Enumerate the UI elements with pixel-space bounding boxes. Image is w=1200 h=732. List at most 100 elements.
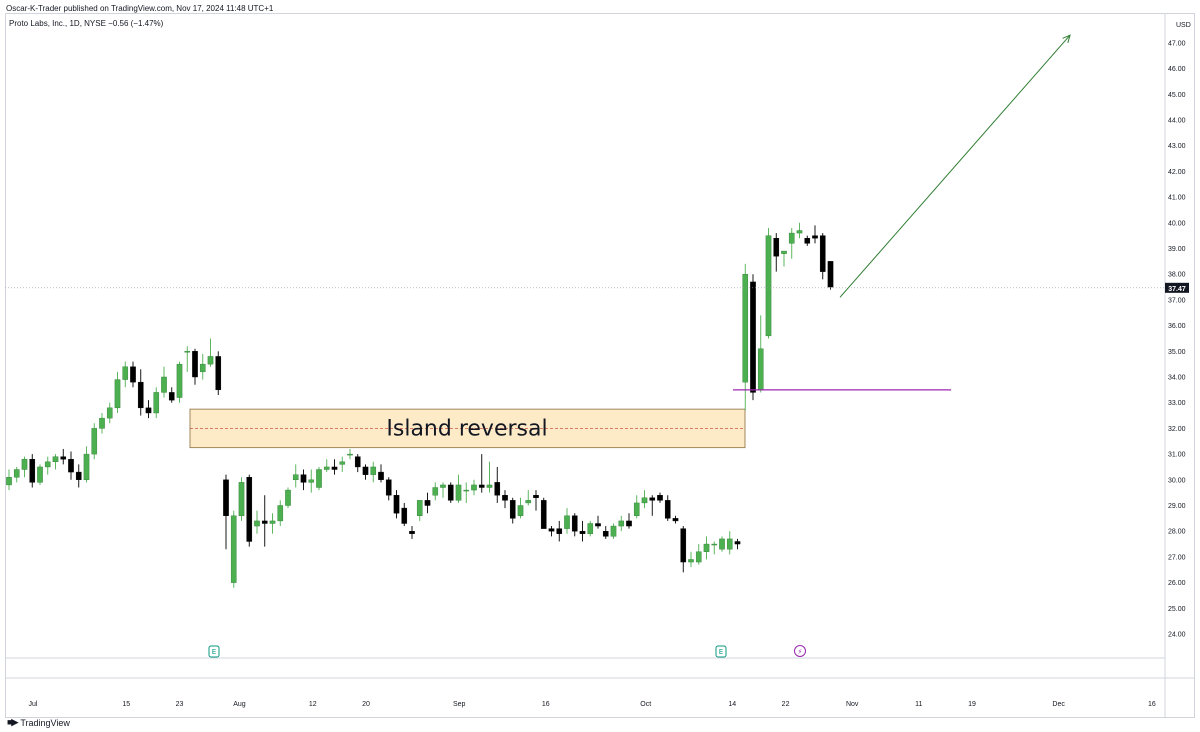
candle[interactable] (688, 551, 694, 568)
candle[interactable] (827, 261, 834, 290)
candle[interactable] (680, 526, 687, 573)
candle[interactable] (122, 361, 129, 388)
candle[interactable] (478, 454, 485, 493)
event-marker-icon[interactable]: ⚡ (794, 645, 806, 657)
candle[interactable] (199, 353, 206, 380)
candle[interactable] (416, 500, 423, 521)
candle[interactable] (385, 477, 392, 501)
candle[interactable] (463, 482, 470, 503)
candle[interactable] (579, 520, 586, 542)
candle[interactable] (393, 490, 400, 519)
candle[interactable] (37, 464, 43, 485)
candle[interactable] (726, 531, 733, 555)
candle[interactable] (246, 474, 253, 547)
candle[interactable] (796, 222, 803, 239)
candle[interactable] (137, 369, 144, 416)
candle[interactable] (130, 361, 136, 388)
candle[interactable] (788, 227, 795, 259)
candle[interactable] (378, 464, 384, 483)
candle[interactable] (13, 466, 20, 483)
candle[interactable] (587, 520, 594, 537)
candle[interactable] (114, 371, 121, 413)
candle[interactable] (432, 482, 439, 501)
candle[interactable] (339, 456, 346, 473)
candle[interactable] (703, 536, 710, 560)
candle[interactable] (6, 469, 12, 491)
candle[interactable] (292, 464, 299, 488)
candle[interactable] (765, 227, 772, 339)
candle[interactable] (711, 541, 718, 555)
candle[interactable] (401, 502, 408, 527)
earnings-marker-icon[interactable]: E (208, 645, 220, 658)
candle[interactable] (254, 510, 260, 534)
candle[interactable] (672, 515, 679, 524)
candle[interactable] (238, 477, 245, 521)
candle[interactable] (269, 513, 276, 534)
candle[interactable] (215, 351, 222, 395)
candle[interactable] (168, 387, 175, 403)
candle[interactable] (99, 412, 105, 434)
candle[interactable] (533, 490, 539, 511)
earnings-marker-icon[interactable]: E (715, 645, 727, 658)
candle[interactable] (564, 508, 570, 534)
candle[interactable] (641, 490, 648, 509)
candle[interactable] (695, 544, 702, 565)
candle[interactable] (804, 235, 811, 246)
candle[interactable] (773, 233, 780, 272)
candle[interactable] (471, 479, 477, 496)
candle[interactable] (331, 459, 338, 475)
candle[interactable] (781, 250, 787, 267)
candle[interactable] (362, 464, 369, 480)
candle[interactable] (308, 469, 315, 493)
candle[interactable] (230, 510, 237, 588)
candle[interactable] (455, 474, 462, 503)
candle[interactable] (285, 487, 291, 509)
candle[interactable] (610, 523, 617, 539)
candle[interactable] (494, 466, 501, 503)
candle[interactable] (424, 492, 431, 514)
candle[interactable] (106, 402, 113, 424)
candle[interactable] (316, 466, 322, 491)
candle[interactable] (440, 482, 446, 498)
candle[interactable] (819, 233, 826, 280)
candle[interactable] (161, 366, 167, 398)
candle[interactable] (540, 497, 547, 529)
candle[interactable] (742, 263, 749, 411)
candle[interactable] (517, 497, 524, 519)
candle[interactable] (29, 454, 36, 488)
candle[interactable] (595, 515, 601, 529)
candle[interactable] (719, 536, 725, 552)
candle[interactable] (75, 464, 82, 488)
candle[interactable] (83, 446, 90, 483)
time-axis[interactable]: Jul1523Aug1220Sep16Oct1422Nov1119Dec1620… (29, 701, 1200, 708)
candle[interactable] (184, 346, 191, 372)
candle[interactable] (52, 454, 59, 470)
candle[interactable] (21, 456, 28, 478)
candle[interactable] (68, 451, 74, 480)
candle[interactable] (323, 459, 330, 473)
candle[interactable] (750, 274, 756, 401)
candle[interactable] (664, 495, 671, 521)
candle[interactable] (44, 456, 51, 475)
price-axis[interactable]: USD 24.00 25.00 26.00 27.00 28.00 29.00 30.00 31… (1168, 22, 1191, 639)
candle[interactable] (176, 361, 183, 403)
candle[interactable] (261, 495, 268, 547)
candle[interactable] (657, 492, 663, 503)
candle[interactable] (812, 225, 818, 244)
candle[interactable] (633, 495, 640, 519)
candle[interactable] (734, 538, 741, 550)
candle[interactable] (757, 315, 764, 393)
candle[interactable] (525, 490, 532, 506)
target-arrow[interactable] (839, 34, 1071, 298)
candle[interactable] (556, 520, 563, 542)
candle[interactable] (486, 461, 493, 493)
candle[interactable] (91, 423, 98, 460)
candle[interactable] (192, 348, 198, 385)
candle[interactable] (145, 400, 152, 419)
candle[interactable] (409, 526, 415, 539)
candle[interactable] (447, 482, 454, 503)
candle[interactable] (153, 387, 160, 419)
candle[interactable] (626, 513, 632, 529)
candle[interactable] (223, 474, 229, 550)
